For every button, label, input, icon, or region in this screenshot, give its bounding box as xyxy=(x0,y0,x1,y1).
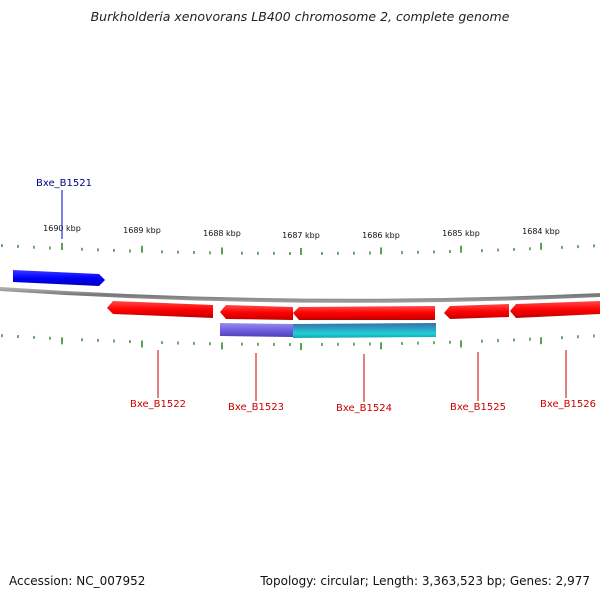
tick-label-1686: 1686 kbp xyxy=(362,231,400,240)
tick-label-1687: 1687 kbp xyxy=(282,231,320,240)
tick-label-1685: 1685 kbp xyxy=(442,229,480,238)
tick-label-1688: 1688 kbp xyxy=(203,229,241,238)
gene-Bxe_B1525[interactable]: Bxe_B1525 xyxy=(444,304,509,413)
gene-arrow-Bxe_B1522[interactable] xyxy=(107,301,213,318)
gene-arrow-Bxe_B1521[interactable] xyxy=(13,270,105,286)
feature-cyan[interactable] xyxy=(293,323,436,338)
gene-Bxe_B1526[interactable]: Bxe_B1526 xyxy=(510,301,600,410)
accession-text: Accession: NC_007952 xyxy=(9,574,146,588)
genome-summary-text: Topology: circular; Length: 3,363,523 bp… xyxy=(260,574,590,588)
tick-label-1689: 1689 kbp xyxy=(123,226,161,235)
gene-label-Bxe_B1524: Bxe_B1524 xyxy=(336,403,392,414)
gene-label-Bxe_B1526: Bxe_B1526 xyxy=(540,399,596,410)
gene-Bxe_B1523[interactable]: Bxe_B1523 xyxy=(220,305,293,413)
gene-arrow-Bxe_B1526[interactable] xyxy=(510,301,600,318)
tick-label-1684: 1684 kbp xyxy=(522,227,560,236)
gene-Bxe_B1521[interactable]: Bxe_B1521 xyxy=(13,178,105,286)
gene-label-Bxe_B1522: Bxe_B1522 xyxy=(130,399,186,410)
chromosome-backbone xyxy=(0,287,600,303)
gene-label-Bxe_B1521: Bxe_B1521 xyxy=(36,178,92,189)
gene-label-Bxe_B1523: Bxe_B1523 xyxy=(228,402,284,413)
gene-label-Bxe_B1525: Bxe_B1525 xyxy=(450,402,506,413)
gene-arrow-Bxe_B1525[interactable] xyxy=(444,304,509,319)
gene-Bxe_B1522[interactable]: Bxe_B1522 xyxy=(107,301,213,410)
feature-purple[interactable] xyxy=(220,323,293,337)
upper-tick-marks xyxy=(1,242,595,255)
gene-arrow-Bxe_B1524[interactable] xyxy=(293,306,435,320)
gene-arrow-Bxe_B1523[interactable] xyxy=(220,305,293,320)
ruler-upper: 1690 kbp 1689 kbp 1688 kbp 1687 kbp 1686… xyxy=(1,224,595,255)
gene-Bxe_B1524[interactable]: Bxe_B1524 xyxy=(293,306,435,414)
genome-title: Burkholderia xenovorans LB400 chromosome… xyxy=(90,9,510,24)
ruler-lower xyxy=(1,334,595,350)
